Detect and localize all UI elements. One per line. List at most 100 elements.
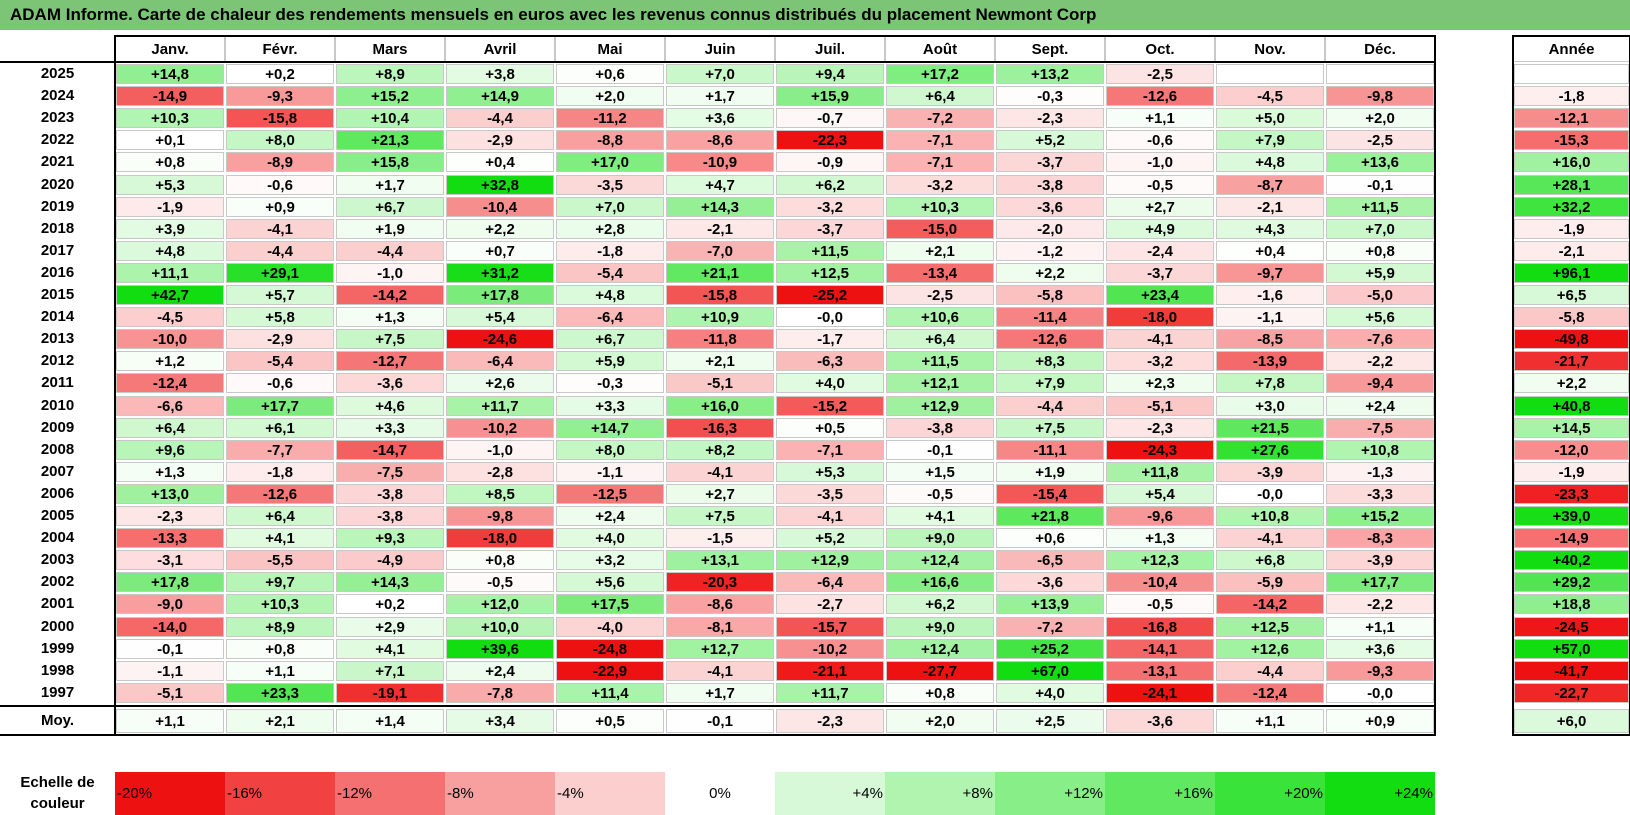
heatmap-cell: +7,0 — [556, 196, 664, 217]
heatmap-cell: -1,8 — [556, 240, 664, 261]
heatmap-cell: +16,0 — [666, 395, 774, 416]
heatmap-cell: -3,8 — [336, 506, 444, 527]
heatmap-cell: +12,1 — [886, 373, 994, 394]
heatmap-cell: -1,2 — [996, 240, 1104, 261]
heatmap-cell: -5,1 — [666, 373, 774, 394]
heatmap-cell: -9,7 — [1216, 262, 1324, 283]
heatmap-cell: -1,3 — [1326, 461, 1434, 482]
heatmap-cell: -4,1 — [1106, 329, 1214, 350]
column-header: Oct. — [1105, 36, 1215, 62]
heatmap-cell: +2,4 — [1326, 395, 1434, 416]
heatmap-cell: -10,2 — [776, 638, 884, 659]
page-title: ADAM Informe. Carte de chaleur des rende… — [0, 0, 1630, 30]
heatmap-cell: +7,9 — [1216, 130, 1324, 151]
heatmap-cell: -16,8 — [1106, 616, 1214, 637]
header-divider — [0, 61, 1436, 63]
heatmap-cell: -3,2 — [1106, 351, 1214, 372]
heatmap-cell: +10,8 — [1326, 439, 1434, 460]
heatmap-cell: +7,8 — [1216, 373, 1324, 394]
heatmap-cell: +14,7 — [556, 417, 664, 438]
heatmap-cell: -5,4 — [226, 351, 334, 372]
scale-cell: +8% — [885, 772, 995, 815]
column-header: Nov. — [1215, 36, 1325, 62]
heatmap-cell: +5,7 — [226, 285, 334, 306]
heatmap-cell: +2,0 — [1326, 108, 1434, 129]
row-year-label: 1997 — [40, 683, 75, 701]
heatmap-cell: +5,3 — [116, 174, 224, 195]
row-year-label: 2010 — [40, 396, 75, 414]
heatmap-cell: +0,7 — [446, 240, 554, 261]
heatmap-cell: -7,1 — [886, 130, 994, 151]
heatmap-cell: +1,3 — [116, 461, 224, 482]
annual-cell: -24,5 — [1514, 616, 1629, 637]
heatmap-cell: +0,1 — [116, 130, 224, 151]
heatmap-cell: -10,9 — [666, 152, 774, 173]
average-cell: -3,6 — [1106, 708, 1214, 733]
heatmap-cell: -10,4 — [1106, 572, 1214, 593]
heatmap-cell: +0,2 — [336, 594, 444, 615]
heatmap-cell: -2,5 — [886, 285, 994, 306]
heatmap-cell: +17,7 — [1326, 572, 1434, 593]
heatmap-cell: -24,8 — [556, 638, 664, 659]
heatmap-cell: -4,1 — [666, 461, 774, 482]
heatmap-cell: -9,3 — [1326, 660, 1434, 681]
column-header: Juin — [665, 36, 775, 62]
heatmap-cell: -6,4 — [446, 351, 554, 372]
heatmap-cell: +0,4 — [1216, 240, 1324, 261]
annual-cell — [1514, 64, 1629, 85]
heatmap-cell: +11,8 — [1106, 461, 1214, 482]
heatmap-cell: -8,9 — [226, 152, 334, 173]
heatmap-cell: -1,1 — [556, 461, 664, 482]
annual-cell: -1,9 — [1514, 461, 1629, 482]
heatmap-cell: -0,0 — [776, 307, 884, 328]
heatmap-cell: +4,3 — [1216, 218, 1324, 239]
heatmap-cell: -2,0 — [996, 218, 1104, 239]
average-divider — [0, 704, 1436, 707]
heatmap-cell: +6,2 — [776, 174, 884, 195]
heatmap-cell: +8,2 — [666, 439, 774, 460]
heatmap-cell: +11,7 — [776, 682, 884, 703]
annual-cell: -15,3 — [1514, 130, 1629, 151]
heatmap-cell: +17,8 — [446, 285, 554, 306]
heatmap-cell: -2,7 — [776, 594, 884, 615]
heatmap-cell: +8,3 — [996, 351, 1104, 372]
heatmap-cell: +3,8 — [446, 64, 554, 85]
row-year-label: 1999 — [40, 639, 75, 657]
scale-cell: 0% — [665, 772, 775, 815]
row-year-label: 2017 — [40, 241, 75, 259]
heatmap-cell: +14,9 — [446, 86, 554, 107]
heatmap-cell: +39,6 — [446, 638, 554, 659]
heatmap-cell: -18,0 — [446, 528, 554, 549]
heatmap-cell: +5,9 — [1326, 262, 1434, 283]
heatmap-cell: -2,4 — [1106, 240, 1214, 261]
scale-cell: +24% — [1325, 772, 1435, 815]
heatmap-cell: +0,4 — [446, 152, 554, 173]
heatmap-cell: -1,5 — [666, 528, 774, 549]
heatmap-cell: +13,1 — [666, 550, 774, 571]
heatmap-cell: +3,3 — [556, 395, 664, 416]
heatmap-cell: -10,4 — [446, 196, 554, 217]
annual-cell: +29,2 — [1514, 572, 1629, 593]
heatmap-cell: +8,5 — [446, 483, 554, 504]
heatmap-cell: +2,4 — [556, 506, 664, 527]
row-year-label: 2011 — [41, 374, 74, 392]
heatmap-cell: -9,6 — [1106, 506, 1214, 527]
heatmap-cell: -13,9 — [1216, 351, 1324, 372]
heatmap-cell: +2,6 — [446, 373, 554, 394]
heatmap-cell: -11,2 — [556, 108, 664, 129]
annual-cell: -41,7 — [1514, 660, 1629, 681]
annual-cell: +40,2 — [1514, 550, 1629, 571]
heatmap-cell: +4,8 — [556, 285, 664, 306]
heatmap-cell: +4,8 — [116, 240, 224, 261]
heatmap-cell: +1,9 — [336, 218, 444, 239]
annual-cell: -22,7 — [1514, 682, 1629, 703]
heatmap-cell: -3,9 — [1326, 550, 1434, 571]
heatmap-cell: -12,4 — [116, 373, 224, 394]
column-header: Déc. — [1325, 36, 1435, 62]
heatmap-cell: -5,4 — [556, 262, 664, 283]
heatmap-cell: -7,2 — [996, 616, 1104, 637]
heatmap-cell: -7,5 — [336, 461, 444, 482]
heatmap-cell: -3,6 — [996, 196, 1104, 217]
row-year-label: 2025 — [40, 65, 75, 82]
heatmap-cell: -2,9 — [446, 130, 554, 151]
